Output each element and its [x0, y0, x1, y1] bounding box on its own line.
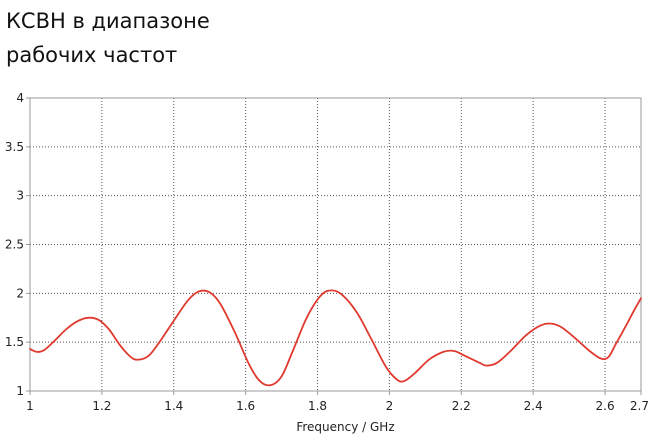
series-layer: [29, 289, 642, 387]
x-tick-label: 2.6: [596, 399, 615, 413]
y-tick-label: 2: [16, 286, 24, 300]
vswr-series-line: [29, 289, 642, 387]
x-tick-label: 2.7: [630, 399, 649, 413]
x-tick-label: 2.2: [452, 399, 471, 413]
page-title-line-2: рабочих частот: [6, 43, 178, 67]
page-title: КСВН в диапазоне рабочих частот: [6, 4, 210, 72]
x-tick-label: 1.8: [308, 399, 327, 413]
x-tick-label: 1.2: [92, 399, 111, 413]
x-axis-ticks: 1 1.2 1.4 1.6 1.8 2 2.2 2.4 2.6 2.7: [26, 391, 649, 413]
x-tick-label: 1.6: [236, 399, 255, 413]
x-tick-label: 2.4: [524, 399, 543, 413]
y-tick-label: 4: [16, 91, 24, 105]
x-tick-label: 2: [386, 399, 394, 413]
chart-grid: [30, 97, 641, 391]
y-axis-ticks: 1 1.5 2 2.5 3 3.5 4: [5, 91, 30, 398]
page-title-line-1: КСВН в диапазоне: [6, 9, 210, 33]
x-tick-label: 1.4: [164, 399, 183, 413]
x-tick-label: 1: [26, 399, 34, 413]
y-tick-label: 3: [16, 189, 24, 203]
x-axis-label: Frequency / GHz: [296, 420, 394, 434]
y-tick-label: 2.5: [5, 238, 24, 252]
y-tick-label: 1: [16, 384, 24, 398]
y-tick-label: 3.5: [5, 140, 24, 154]
y-tick-label: 1.5: [5, 335, 24, 349]
